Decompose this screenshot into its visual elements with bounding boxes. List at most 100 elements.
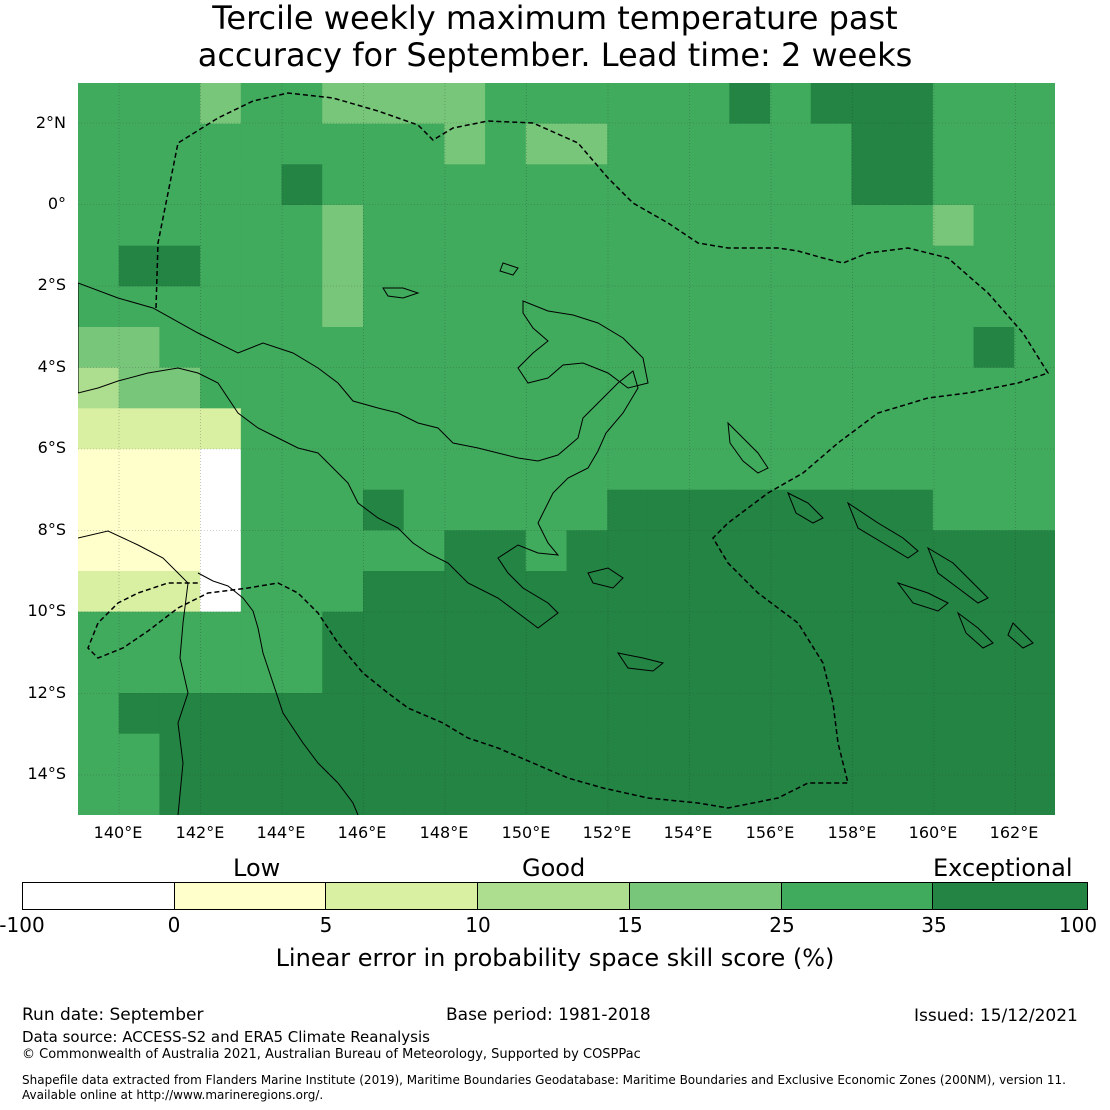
skill-cell [770,530,812,572]
skill-cell [932,571,975,613]
skill-cell [525,774,568,815]
skill-cell [281,571,323,613]
skill-cell [118,408,161,450]
skill-cell [729,327,771,369]
skill-cell [78,205,120,247]
skill-cell [159,489,201,531]
skill-cell [444,449,486,491]
skill-cell [647,774,690,815]
skill-cell [932,693,975,735]
colorbar-seg-6 [933,883,1088,909]
skill-cell [403,327,445,369]
skill-cell [647,530,690,572]
skill-cell [566,408,608,450]
skill-cell [159,571,201,613]
skill-cell [118,205,161,247]
skill-cell [240,652,283,694]
skill-cell [851,611,893,653]
skill-cell [485,286,527,328]
skill-cell [851,408,893,450]
skill-cell [688,693,730,735]
coastlines [78,262,1034,815]
lat-label-8s: 8°S [37,520,66,539]
skill-cell [973,693,1015,735]
png-eez-boundary [87,92,1050,809]
skill-cell [566,733,608,775]
skill-cell [770,123,812,165]
skill-cell [770,245,812,287]
skill-cell [444,652,486,694]
skill-cell [240,693,283,735]
skill-cell [973,530,1015,572]
skill-cell [607,693,649,735]
skill-cell [403,733,445,775]
skill-cell [770,83,812,125]
skill-cell [240,571,283,613]
run-date: Run date: September [22,1005,204,1025]
skill-cell [973,652,1015,694]
skill-cell [647,693,690,735]
skill-cell [200,652,242,694]
skill-cell [403,611,445,653]
skill-cell [770,164,812,206]
base-period: Base period: 1981-2018 [446,1005,651,1025]
tick-0: 0 [167,913,181,937]
skill-cell [810,245,853,287]
skill-cell [607,205,649,247]
skill-cell [851,327,893,369]
skill-cell [240,449,283,491]
skill-cell [362,611,405,653]
skill-cell [281,733,323,775]
skill-cell [607,245,649,287]
skill-cell [1014,652,1055,694]
skill-cell [240,489,283,531]
skill-cell [525,367,568,409]
skill-cell [485,571,527,613]
lat-label-6s: 6°S [37,438,66,457]
skill-cell [932,123,975,165]
skill-cell [892,693,934,735]
lon-label-142e: 142°E [175,823,225,842]
skill-cell [770,571,812,613]
skill-cell [973,286,1015,328]
skill-cell [525,286,568,328]
skill-cell [200,408,242,450]
skill-cell [362,164,405,206]
skill-cell [78,571,120,613]
skill-cell [118,449,161,491]
skill-cell [485,489,527,531]
skill-cell [159,693,201,735]
skill-cell [362,530,405,572]
skill-cell [78,164,120,206]
skill-cell [688,286,730,328]
skill-cell [485,611,527,653]
skill-cell [688,367,730,409]
skill-cell [78,489,120,531]
skill-cell [322,652,364,694]
skill-cell [485,774,527,815]
skill-cell [647,205,690,247]
skill-cell [362,652,405,694]
skill-cell [281,449,323,491]
skill-cell [200,123,242,165]
skill-cell [322,245,364,287]
lon-label-148e: 148°E [419,823,469,842]
skill-cell [810,774,853,815]
skill-cell [607,611,649,653]
skill-cell [688,408,730,450]
skill-cell [932,245,975,287]
skill-cell [118,774,161,815]
skill-cell [362,327,405,369]
skill-cell [118,693,161,735]
skill-cell [240,733,283,775]
skill-cell [444,408,486,450]
issued-date: Issued: 15/12/2021 [914,1006,1078,1026]
skill-cell [607,449,649,491]
lon-label-152e: 152°E [582,823,632,842]
skill-cell [362,733,405,775]
skill-cell [200,693,242,735]
skill-cell [566,286,608,328]
skill-cell [688,164,730,206]
skill-cell [1014,693,1055,735]
skill-cell [1014,205,1055,247]
